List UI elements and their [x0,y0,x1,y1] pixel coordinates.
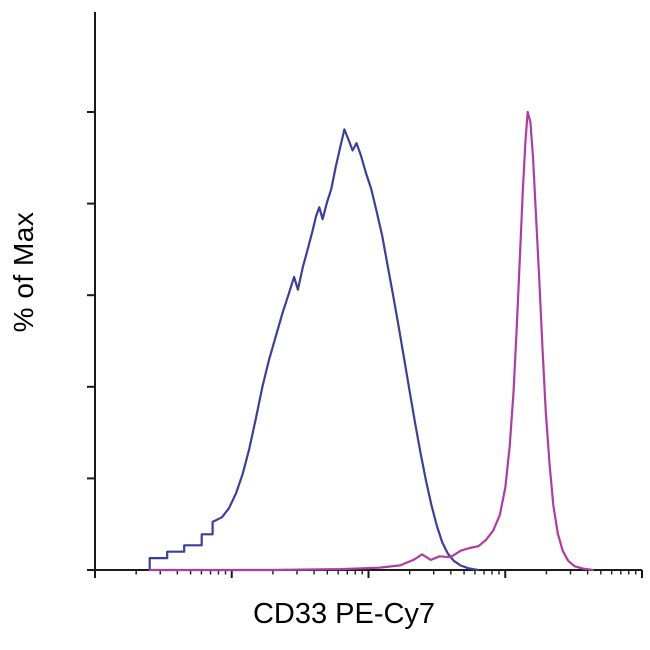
blue-histogram-curve [148,128,479,572]
y-axis-label: % of Max [8,211,39,333]
x-axis-label: CD33 PE-Cy7 [252,598,436,630]
magenta-histogram-curve [148,110,594,572]
